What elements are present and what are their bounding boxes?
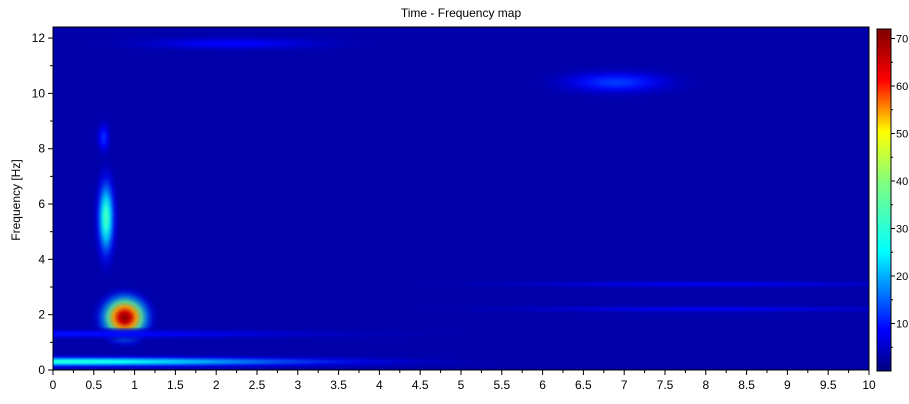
x-tick-label: 10 — [862, 378, 876, 392]
y-tick-label: 0 — [38, 363, 45, 377]
x-tick-label: 1.5 — [167, 378, 184, 392]
y-tick-label: 12 — [32, 31, 46, 45]
x-axis: 0 0.5 1 1.5 2 2.5 3 3.5 4 4.5 5 5.5 6 6.5 7 7.5 8 8.5 9 9.5… — [50, 370, 876, 392]
colorbar-tick-label: 10 — [896, 319, 908, 331]
y-axis: 0 2 4 6 8 10 12 — [32, 31, 53, 377]
x-tick-label: 0.5 — [85, 378, 102, 392]
colorbar-tick-label: 60 — [896, 81, 908, 93]
x-tick-label: 4.5 — [412, 378, 429, 392]
x-tick-label: 9 — [784, 378, 791, 392]
heatmap-feature — [53, 327, 513, 342]
y-tick-label: 2 — [38, 308, 45, 322]
heatmap-background — [53, 27, 869, 370]
x-tick-label: 5.5 — [493, 378, 510, 392]
x-tick-label: 0 — [50, 378, 57, 392]
heatmap-area — [53, 27, 869, 370]
colorbar-axis: 10 20 30 40 50 60 70 — [891, 34, 908, 348]
x-tick-label: 8.5 — [738, 378, 755, 392]
y-tick-label: 8 — [38, 142, 45, 156]
x-tick-label: 2 — [213, 378, 220, 392]
x-tick-label: 6 — [539, 378, 546, 392]
colorbar-tick-label: 30 — [896, 224, 908, 236]
y-tick-label: 10 — [32, 86, 46, 100]
x-tick-label: 3 — [294, 378, 301, 392]
heatmap-feature — [53, 353, 513, 370]
heatmap-feature — [93, 113, 114, 162]
y-tick-label: 4 — [38, 252, 45, 266]
x-tick-label: 6.5 — [575, 378, 592, 392]
chart-title: Time - Frequency map — [401, 6, 522, 20]
x-tick-label: 5 — [458, 378, 465, 392]
x-tick-label: 7 — [621, 378, 628, 392]
colorbar-tick-label: 70 — [896, 34, 908, 46]
heatmap-feature — [92, 155, 121, 280]
x-tick-label: 2.5 — [249, 378, 266, 392]
x-tick-label: 3.5 — [330, 378, 347, 392]
heatmap-feature — [365, 304, 869, 315]
colorbar — [876, 28, 892, 372]
x-tick-label: 1 — [131, 378, 138, 392]
x-tick-label: 8 — [702, 378, 709, 392]
heatmap-feature — [365, 279, 869, 290]
colorbar-tick-label: 40 — [896, 176, 908, 188]
y-tick-label: 6 — [38, 197, 45, 211]
x-tick-label: 9.5 — [820, 378, 837, 392]
x-tick-label: 7.5 — [657, 378, 674, 392]
heatmap-feature — [526, 64, 707, 101]
heatmap-feature — [72, 33, 393, 54]
x-tick-label: 4 — [376, 378, 383, 392]
colorbar-tick-label: 20 — [896, 271, 908, 283]
y-axis-label: Frequency [Hz] — [9, 159, 23, 240]
colorbar-tick-label: 50 — [896, 129, 908, 141]
